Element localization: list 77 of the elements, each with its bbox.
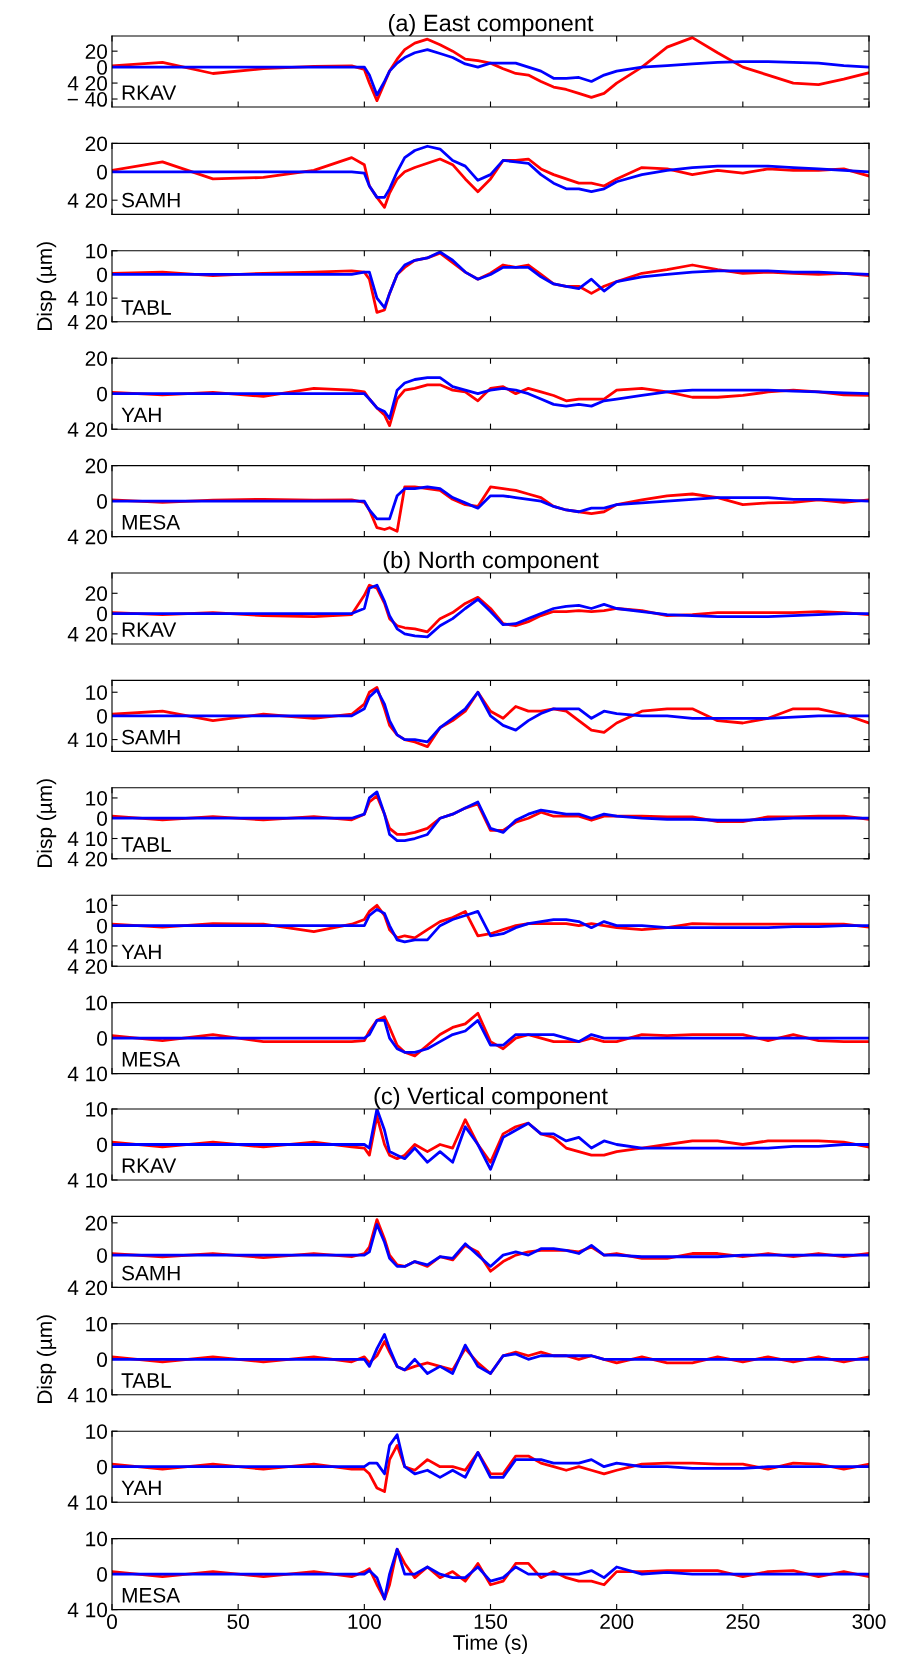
y-tick-label: 4 20 [67,529,108,545]
annotation: MESA [122,1587,181,1603]
y-tick-label: 4 20 [67,851,108,867]
annotation: SAMH [122,729,180,745]
y-tick-label: 10 [86,995,108,1011]
y-tick-label: 20 [85,136,108,152]
y-tick-label: 0 [97,918,108,934]
y-tick-label: 20 [85,1215,108,1231]
y-tick-label: 0 [97,494,108,509]
annotation: SAMH [122,192,180,208]
y-tick-label: 4 20 [67,76,108,91]
x-tick-label: 200 [600,1614,634,1630]
chart-title: (b) North component [383,550,599,573]
annotation: MESA [122,1051,181,1067]
y-tick-label: 10 [86,243,108,259]
y-tick-label: 0 [97,1459,108,1475]
y-tick-label: 10 [86,790,108,806]
y-tick-label: 4 20 [67,422,108,437]
y-axis-title: Disp (µm) [36,242,57,330]
y-tick-label: 0 [97,386,108,402]
annotation: YAH [121,944,161,960]
annotation: MESA [122,514,181,530]
y-tick-label: 0 [97,164,108,180]
annotation: SAMH [122,1265,180,1281]
y-tick-label: 4 20 [67,193,108,208]
y-tick-label: 20 [85,44,108,59]
annotation: RKAV [122,85,177,100]
y-tick-label: 0 [97,708,108,724]
y-tick-label: 4 10 [67,831,108,847]
y-tick-label: 4 20 [67,314,108,330]
y-tick-label: 20 [85,351,108,366]
y-tick-label: 0 [97,267,108,283]
y-tick-label: 20 [85,458,108,474]
annotation: YAH [121,407,161,423]
y-axis-title: Disp (µm) [36,779,57,867]
x-axis-title: Time (s) [453,1634,528,1654]
chart-title: (c) Vertical component [374,1086,608,1109]
y-tick-label: 0 [97,606,108,622]
y-tick-label: 4 10 [67,1495,108,1510]
y-tick-label: 0 [97,1031,108,1046]
y-tick-label: 4 10 [67,1066,108,1082]
y-tick-label: 0 [97,60,108,75]
chart-title: (a) East component [388,13,594,36]
annotation: TABL [121,1373,171,1388]
annotation: TABL [121,837,171,852]
y-tick-label: − 40 [67,92,108,107]
y-tick-label: 10 [86,1424,108,1439]
x-tick-label: 100 [348,1614,381,1630]
annotation: RKAV [122,622,177,637]
y-tick-label: 4 20 [67,626,108,642]
y-tick-label: 0 [97,1567,108,1582]
y-tick-label: 0 [97,1352,108,1368]
annotation: YAH [121,1480,161,1496]
y-axis-title: Disp (µm) [36,1315,57,1403]
y-tick-label: 4 20 [67,959,108,974]
y-tick-label: 4 10 [67,1602,108,1618]
y-tick-label: 4 10 [67,1387,108,1403]
y-tick-label: 4 20 [67,1280,108,1296]
y-tick-label: 4 10 [67,291,108,306]
y-tick-label: 0 [97,811,108,826]
y-tick-label: 4 10 [67,938,108,954]
annotation: TABL [121,300,171,315]
y-tick-label: 0 [97,1248,108,1263]
x-tick-label: 50 [227,1614,249,1630]
y-tick-label: 4 10 [67,1173,108,1188]
x-tick-label: 300 [852,1614,886,1630]
y-tick-label: 20 [85,586,108,602]
y-tick-label: 0 [97,1137,108,1153]
y-tick-label: 10 [86,685,108,700]
annotation: RKAV [122,1158,177,1173]
y-tick-label: 10 [86,1102,108,1117]
y-tick-label: 10 [86,1531,108,1547]
x-tick-label: 250 [726,1614,760,1630]
x-tick-label: 150 [474,1614,508,1630]
y-tick-label: 4 10 [67,732,108,748]
y-tick-label: 10 [86,1316,108,1332]
y-tick-label: 10 [86,898,108,914]
